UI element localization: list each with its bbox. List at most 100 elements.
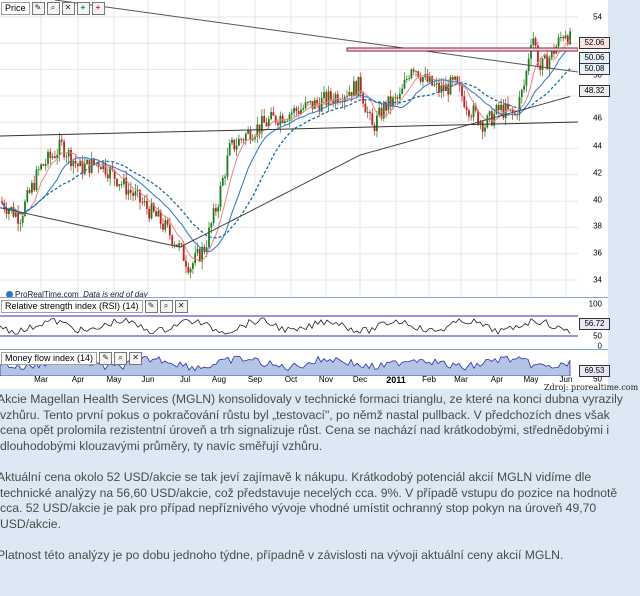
close-icon[interactable]: ✕: [61, 2, 75, 15]
candle-body: [454, 76, 456, 80]
candle-body: [514, 113, 516, 115]
candle-body: [562, 37, 565, 39]
candle-body: [210, 223, 213, 228]
candle-body: [192, 263, 194, 269]
candle-body: [228, 143, 231, 156]
candle-body: [182, 244, 185, 261]
candle-body: [332, 99, 335, 103]
candle-body: [134, 191, 137, 196]
y-tick: 50: [593, 70, 602, 80]
x-tick: May: [106, 375, 122, 384]
candle-body: [357, 76, 360, 96]
candle-body: [51, 156, 54, 158]
candle-body: [235, 145, 238, 150]
y-tick: 40: [593, 195, 602, 205]
candle-body: [226, 155, 229, 177]
candle-body: [164, 220, 167, 230]
candle-body: [474, 105, 477, 111]
candle-body: [247, 130, 249, 134]
candle-body: [428, 75, 431, 82]
candle-body: [537, 45, 539, 66]
candle-body: [240, 138, 243, 140]
candle-body: [70, 149, 72, 167]
rsi-panel-title: Relative strength index (RSI) (14): [1, 300, 143, 313]
y-tick: 46: [593, 113, 602, 123]
candle-body: [481, 121, 484, 132]
candle-body: [194, 252, 197, 264]
candle-body: [217, 207, 220, 212]
candle-body: [279, 115, 282, 126]
candle-body: [426, 73, 429, 82]
candle-body: [313, 100, 316, 109]
candle-body: [477, 110, 479, 125]
candle-body: [394, 97, 397, 99]
x-tick: Aug: [211, 375, 227, 384]
candle-body: [362, 93, 364, 104]
candle-body: [83, 163, 86, 174]
candle-body: [233, 139, 236, 150]
candle-body: [564, 35, 567, 39]
candle-body: [566, 35, 569, 45]
wrench-icon[interactable]: ✎: [99, 352, 113, 365]
close-icon[interactable]: ✕: [129, 352, 143, 365]
candle-body: [334, 94, 337, 103]
candle-body: [35, 169, 38, 191]
candle-body: [546, 54, 548, 70]
candle-body: [159, 210, 162, 224]
magnifier-icon[interactable]: ⌕: [114, 352, 128, 365]
candle-body: [258, 124, 261, 133]
candle-body: [387, 96, 390, 111]
price-panel-title: Price: [1, 2, 30, 15]
mfi-panel: 50 69.53 Money flow index (14) ✎ ⌕ ✕: [0, 349, 610, 389]
candle-body: [463, 96, 466, 108]
rsi-line: [0, 317, 571, 335]
x-tick: Nov: [318, 375, 334, 384]
stock-chart: 54 50 46 44 42 40 38 36 34 52.06 50.06 5…: [0, 0, 610, 389]
remove-icon[interactable]: +: [91, 2, 105, 15]
candle-body: [507, 103, 509, 110]
candle-body: [530, 45, 532, 59]
candle-body: [120, 184, 123, 185]
candle-body: [79, 160, 82, 167]
close-icon[interactable]: ✕: [174, 300, 188, 313]
candle-body: [396, 97, 399, 99]
candle-body: [399, 93, 401, 99]
x-tick: Jun: [141, 375, 155, 384]
candle-body: [560, 37, 562, 38]
magnifier-icon[interactable]: ⌕: [46, 2, 60, 15]
candle-body: [5, 209, 8, 215]
magnifier-icon[interactable]: ⌕: [159, 300, 173, 313]
candle-body: [58, 139, 61, 155]
candle-body: [44, 164, 47, 166]
candle-body: [302, 108, 305, 110]
candle-body: [132, 192, 134, 196]
candle-body: [497, 104, 500, 111]
price-grid: [0, 0, 578, 297]
y-tick: 50: [593, 331, 602, 341]
candle-body: [290, 112, 293, 115]
add-icon[interactable]: +: [76, 2, 90, 15]
price-y-axis: 54 50 46 44 42 40 38 36 34: [578, 0, 608, 297]
candle-body: [346, 95, 348, 97]
candle-body: [382, 103, 385, 119]
candle-body: [293, 108, 295, 113]
candle-body: [152, 203, 155, 212]
candle-body: [520, 89, 523, 97]
wrench-icon[interactable]: ✎: [31, 2, 45, 15]
candle-body: [518, 96, 521, 116]
candle-body: [178, 243, 180, 247]
prorealtime-logo-icon: [6, 291, 13, 299]
candle-body: [67, 149, 70, 157]
rsi-value-label: 56.72: [579, 318, 610, 330]
candle-body: [415, 71, 417, 73]
candle-body: [468, 110, 470, 117]
candle-body: [251, 139, 254, 141]
candle-body: [139, 189, 141, 203]
candle-body: [125, 177, 128, 195]
candle-body: [348, 91, 351, 96]
candle-body: [205, 247, 208, 253]
candle-body: [525, 71, 528, 86]
wrench-icon[interactable]: ✎: [144, 300, 158, 313]
candle-body: [451, 77, 454, 80]
candle-body: [408, 78, 410, 79]
